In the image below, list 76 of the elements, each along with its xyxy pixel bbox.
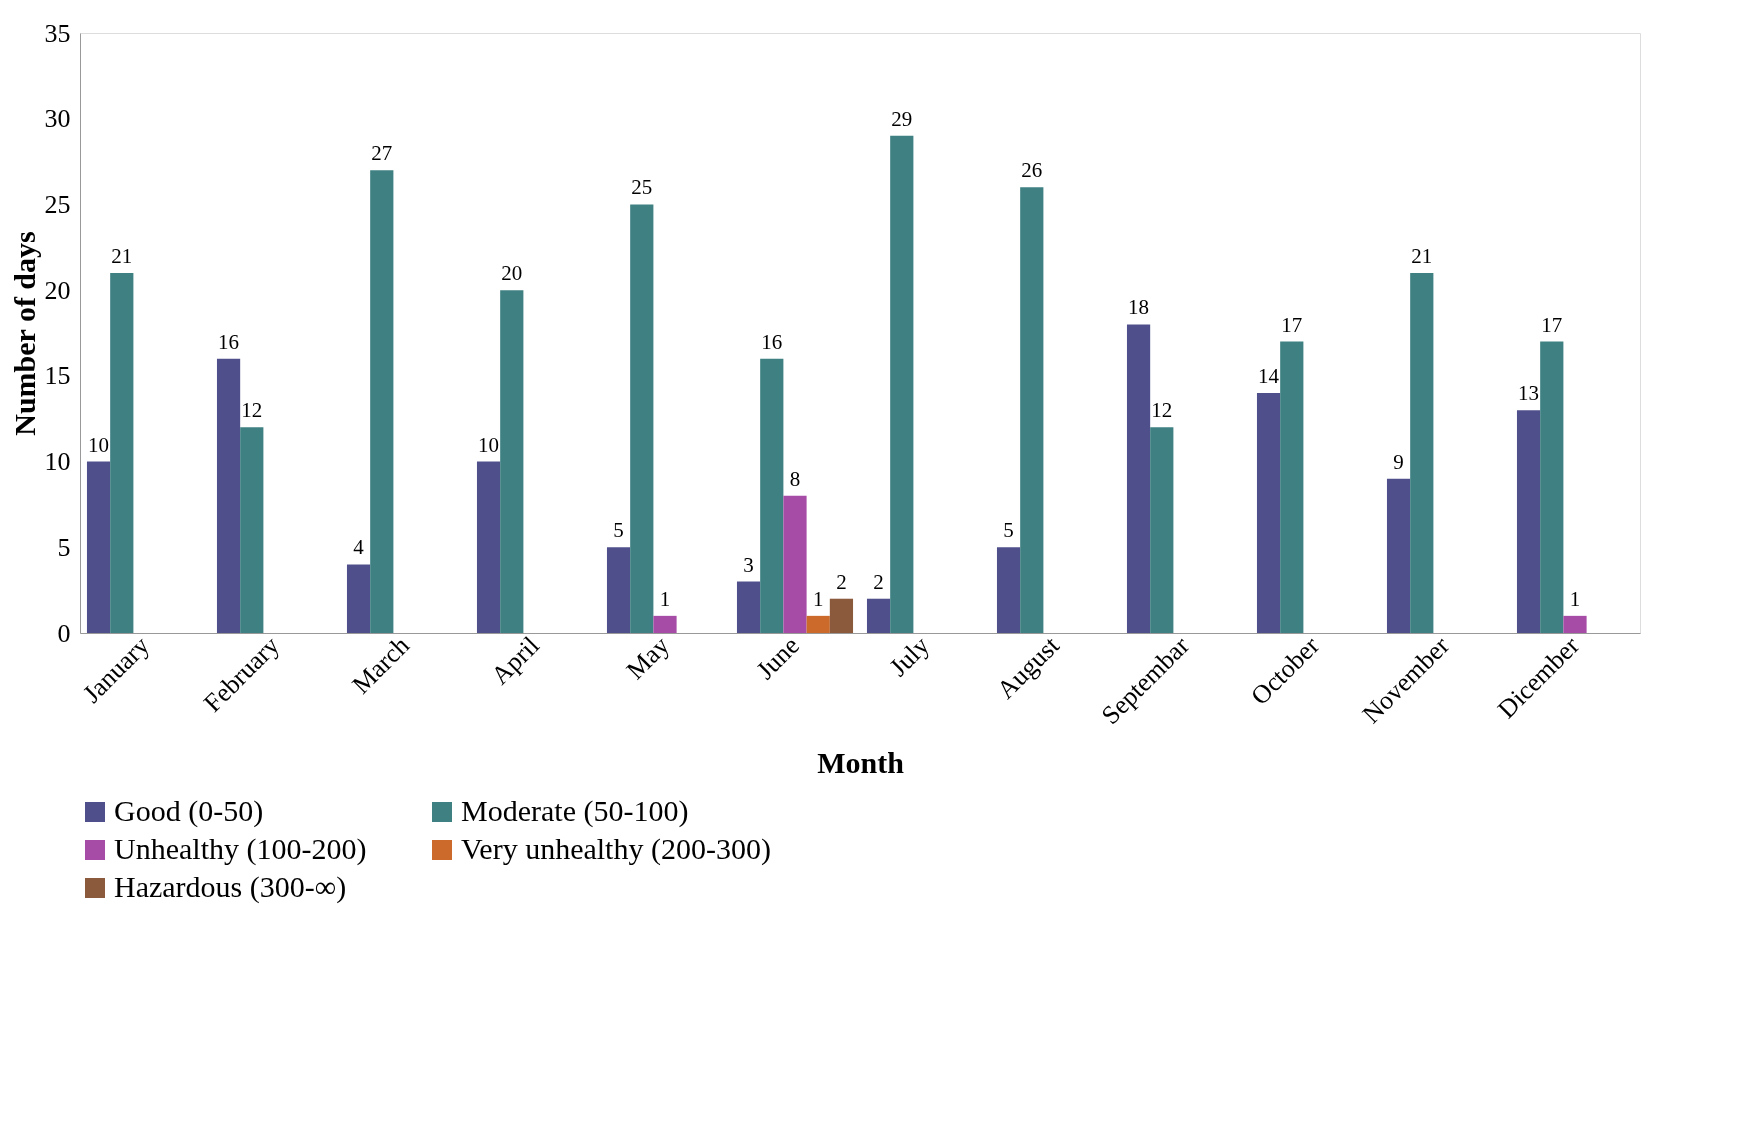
data-label: 17 <box>1541 312 1563 337</box>
bar <box>1516 410 1541 633</box>
data-label: 16 <box>218 329 240 354</box>
data-label: 26 <box>1021 158 1043 183</box>
data-label: 12 <box>1151 398 1173 423</box>
bar <box>760 358 784 633</box>
bar <box>1150 427 1174 633</box>
bar <box>86 461 111 633</box>
data-label: 1 <box>659 586 671 611</box>
data-label: 10 <box>478 432 500 457</box>
data-label: 16 <box>761 329 783 354</box>
data-label: 20 <box>501 261 523 286</box>
data-label: 12 <box>241 398 263 423</box>
data-label: 21 <box>1411 244 1433 268</box>
data-label: 25 <box>631 175 653 200</box>
bar <box>606 547 631 633</box>
bar <box>1020 187 1044 633</box>
legend-label: Hazardous (300-∞) <box>114 870 347 904</box>
data-label: 13 <box>1518 381 1540 406</box>
data-label: 18 <box>1128 295 1150 320</box>
bar <box>240 427 264 633</box>
bar <box>736 581 761 633</box>
bar <box>500 290 524 633</box>
bar <box>783 495 807 633</box>
legend-label: Very unhealthy (200-300) <box>461 832 771 866</box>
y-tick-label: 30 <box>44 104 71 134</box>
data-label: 27 <box>371 141 393 166</box>
bar <box>829 598 854 633</box>
legend-label: Unhealthy (100-200) <box>114 832 367 866</box>
bar <box>476 461 501 633</box>
data-label: 2 <box>873 569 884 594</box>
bar <box>216 358 241 633</box>
bar <box>890 135 914 633</box>
bar <box>1563 615 1587 633</box>
bar <box>1540 341 1564 633</box>
data-label: 5 <box>1003 518 1014 543</box>
y-tick-label: 25 <box>44 189 71 219</box>
data-label: 3 <box>743 552 754 577</box>
data-label: 29 <box>891 106 913 131</box>
bar <box>996 547 1021 633</box>
y-tick-label: 0 <box>57 618 71 648</box>
legend-label: Good (0-50) <box>114 794 264 828</box>
data-label: 1 <box>1569 586 1581 611</box>
data-label: 21 <box>111 244 133 268</box>
data-label: 1 <box>812 586 824 611</box>
bar <box>866 598 891 633</box>
x-tick-label: July <box>883 630 935 683</box>
bar <box>1386 478 1411 633</box>
data-label: 14 <box>1258 364 1280 388</box>
bar <box>1410 273 1434 633</box>
data-label: 8 <box>789 466 801 491</box>
bar <box>110 273 134 633</box>
data-label: 4 <box>353 535 365 560</box>
x-tick-label: June <box>750 630 805 686</box>
data-label: 17 <box>1281 312 1303 337</box>
y-tick-label: 5 <box>57 532 71 562</box>
bar <box>1280 341 1304 633</box>
y-tick-label: 15 <box>44 361 71 391</box>
y-tick-label: 35 <box>44 18 71 48</box>
legend-label: Moderate (50-100) <box>461 794 689 828</box>
x-tick-label: May <box>620 630 675 686</box>
bar <box>806 615 830 633</box>
bar <box>346 564 371 633</box>
bar <box>653 615 677 633</box>
data-label: 10 <box>88 432 110 457</box>
data-label: 9 <box>1393 449 1404 474</box>
y-tick-label: 10 <box>44 447 71 477</box>
bar <box>1126 324 1151 633</box>
y-axis-title: Number of days <box>7 231 41 436</box>
bar <box>1256 393 1281 633</box>
y-tick-label: 20 <box>44 275 71 305</box>
data-label: 2 <box>836 569 847 594</box>
bar <box>370 170 394 633</box>
x-axis-title: Month <box>817 746 905 780</box>
bar <box>630 204 654 633</box>
data-label: 5 <box>613 518 624 543</box>
